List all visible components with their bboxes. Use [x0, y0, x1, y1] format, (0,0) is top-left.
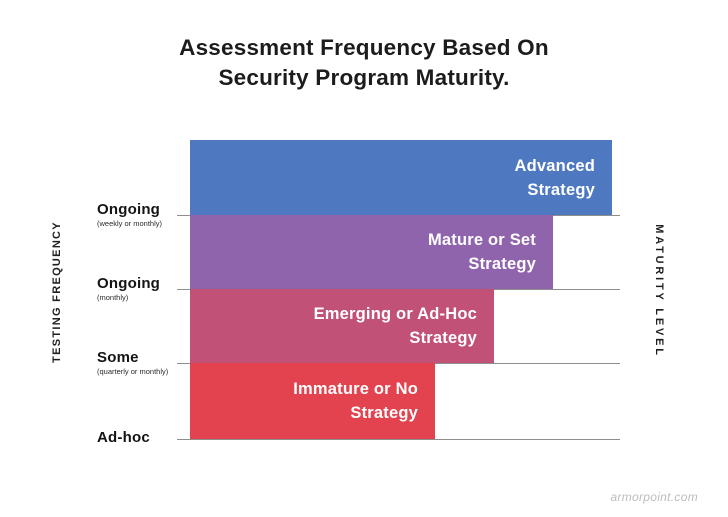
bar-label-emerging: Emerging or Ad-Hoc Strategy [314, 302, 477, 350]
bar-label-line: Strategy [350, 404, 418, 422]
ylabel-some: Some (quarterly or monthly) [97, 349, 182, 377]
axis-title-testing-frequency: TESTING FREQUENCY [51, 221, 63, 363]
bar-label-mature: Mature or Set Strategy [428, 228, 536, 276]
ylabel-main: Ongoing [97, 201, 161, 218]
bar-emerging-or-adhoc-strategy: Emerging or Ad-Hoc Strategy [190, 289, 494, 363]
ylabel-sub: (quarterly or monthly) [97, 367, 169, 376]
ylabel-main: Some [97, 349, 139, 366]
bar-label-advanced: Advanced Strategy [515, 154, 595, 202]
ylabel-main: Ad-hoc [97, 429, 150, 446]
ylabel-main: Ongoing [97, 275, 161, 292]
bar-label-line: Advanced [514, 156, 595, 175]
bar-label-line: Strategy [527, 180, 595, 199]
bar-label-line: Mature or Set [427, 231, 536, 249]
footer-credit: armorpoint.com [610, 490, 698, 504]
bar-immature-or-no-strategy: Immature or No Strategy [190, 363, 435, 439]
bar-label-immature: Immature or No Strategy [293, 377, 418, 425]
ylabel-sub: (monthly) [97, 293, 129, 302]
bar-label-line: Strategy [468, 255, 536, 273]
bar-advanced-strategy: Advanced Strategy [190, 140, 612, 215]
bar-label-line: Immature or No [293, 380, 418, 398]
chart-title: Assessment Frequency Based On Security P… [0, 33, 728, 93]
ylabel-adhoc: Ad-hoc [97, 429, 182, 447]
bar-mature-or-set-strategy: Mature or Set Strategy [190, 215, 553, 289]
bar-label-line: Emerging or Ad-Hoc [313, 305, 477, 323]
ylabel-ongoing-monthly: Ongoing (monthly) [97, 275, 182, 303]
bar-label-line: Strategy [409, 329, 477, 347]
chart-title-line2: Security Program Maturity. [218, 65, 510, 90]
gridline-adhoc [177, 439, 620, 440]
chart-title-line1: Assessment Frequency Based On [179, 35, 549, 60]
axis-title-maturity-level: MATURITY LEVEL [653, 224, 665, 358]
ylabel-ongoing-weekly: Ongoing (weekly or monthly) [97, 201, 182, 229]
ylabel-sub: (weekly or monthly) [97, 219, 163, 228]
